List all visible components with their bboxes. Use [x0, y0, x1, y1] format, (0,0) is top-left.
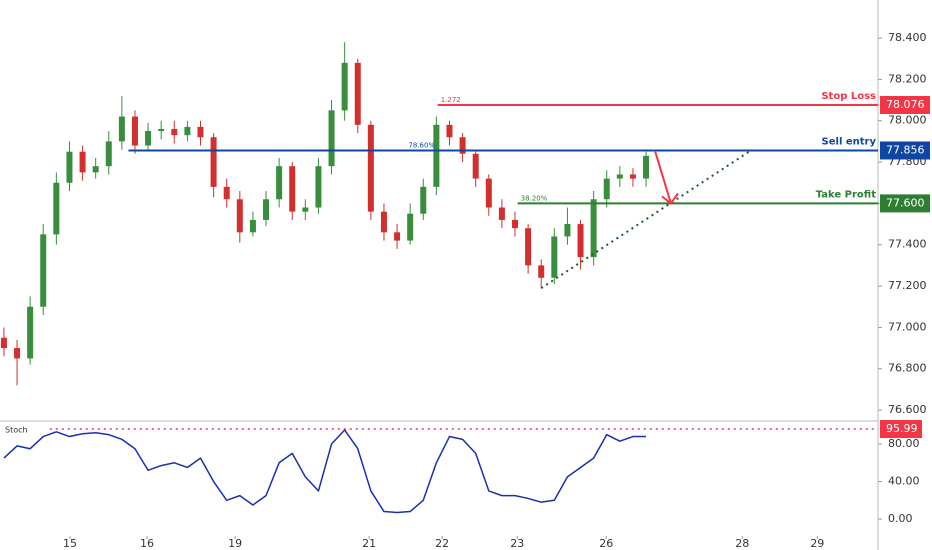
stoch-line — [3, 429, 647, 514]
candle-body — [105, 141, 112, 167]
candle-body — [590, 199, 597, 258]
y-tick-label: 77.200 — [888, 279, 927, 292]
candle-body — [485, 178, 492, 208]
candle-body — [197, 126, 204, 138]
candle-body — [145, 131, 152, 146]
y2-tick-label: 0.00 — [888, 512, 913, 525]
price-tag — [880, 141, 930, 160]
candle-body — [27, 306, 34, 359]
candle-body — [629, 174, 636, 179]
level-name: Take Profit — [816, 189, 876, 200]
candle-body — [184, 126, 191, 136]
x-tick-label: 28 — [735, 537, 749, 550]
price-tag-label: 77.600 — [886, 196, 925, 209]
candle-body — [236, 199, 243, 233]
y2-tick-label: 80.00 — [888, 437, 920, 450]
candle-body — [564, 224, 571, 237]
candle-body — [354, 62, 361, 125]
candle-body — [616, 174, 623, 179]
level-ratio: 78.60% — [408, 141, 435, 149]
candle-body — [158, 128, 165, 132]
candle-body — [66, 151, 73, 183]
candle-body — [79, 151, 86, 173]
level-ratio: 38.20% — [521, 194, 548, 202]
stoch-name: Stoch — [5, 426, 28, 435]
candle-body — [171, 128, 178, 136]
candle-body — [92, 166, 99, 173]
candle-body — [40, 234, 47, 307]
arrow-head — [661, 192, 679, 205]
price-tag — [880, 420, 922, 439]
candle-body — [538, 265, 545, 278]
candle-body — [367, 124, 374, 212]
candle-body — [603, 178, 610, 200]
y-tick-label: 76.800 — [888, 362, 927, 375]
y-tick-label: 77.000 — [888, 320, 927, 333]
candle-body — [643, 155, 650, 179]
candle-body — [328, 110, 335, 167]
y-tick-label: 78.200 — [888, 72, 927, 85]
y2-tick-label: 40.00 — [888, 475, 920, 488]
x-tick-label: 29 — [810, 537, 824, 550]
x-tick-label: 16 — [140, 537, 154, 550]
candle-body — [302, 207, 309, 212]
level-name: Sell entry — [822, 136, 877, 147]
candle-body — [498, 207, 505, 220]
candle-body — [577, 224, 584, 258]
candle-body — [420, 186, 427, 214]
x-tick-label: 21 — [362, 537, 376, 550]
y-tick-label: 78.400 — [888, 31, 927, 44]
candle-body — [472, 153, 479, 179]
candle-body — [315, 166, 322, 208]
y-tick-label: 78.000 — [888, 114, 927, 127]
price-tag — [880, 194, 930, 213]
price-tag — [880, 96, 930, 114]
candle-body — [289, 166, 296, 212]
arrow-shaft — [654, 151, 672, 204]
candle-body — [249, 219, 256, 233]
candle-body — [131, 116, 138, 146]
y-tick-label: 77.400 — [888, 238, 927, 251]
candle-body — [118, 116, 125, 142]
candle-body — [276, 166, 283, 200]
candle-body — [210, 137, 217, 187]
candle-body — [380, 211, 387, 233]
level-name: Stop Loss — [821, 91, 876, 102]
candle-body — [446, 124, 453, 138]
candle-body — [223, 186, 230, 200]
candle-body — [53, 182, 60, 235]
y-tick-label: 76.600 — [888, 403, 927, 416]
candle-body — [263, 199, 270, 220]
x-tick-label: 19 — [228, 537, 242, 550]
candle-body — [407, 213, 414, 241]
x-tick-label: 22 — [435, 537, 449, 550]
candle-body — [551, 236, 558, 278]
x-tick-label: 23 — [510, 537, 524, 550]
candle-body — [459, 137, 466, 154]
price-tag-label: 95.99 — [886, 422, 918, 435]
candle-body — [0, 337, 7, 349]
level-ratio: 1.272 — [441, 96, 461, 104]
x-tick-label: 26 — [599, 537, 613, 550]
candle-body — [341, 62, 348, 111]
price-tag-label: 78.076 — [886, 98, 925, 111]
candle-body — [512, 219, 519, 229]
x-tick-label: 15 — [63, 537, 77, 550]
candle-body — [525, 228, 532, 266]
price-tag-label: 77.856 — [886, 143, 925, 156]
candle-body — [394, 232, 401, 241]
candle-body — [433, 124, 440, 187]
candle-body — [14, 348, 21, 359]
